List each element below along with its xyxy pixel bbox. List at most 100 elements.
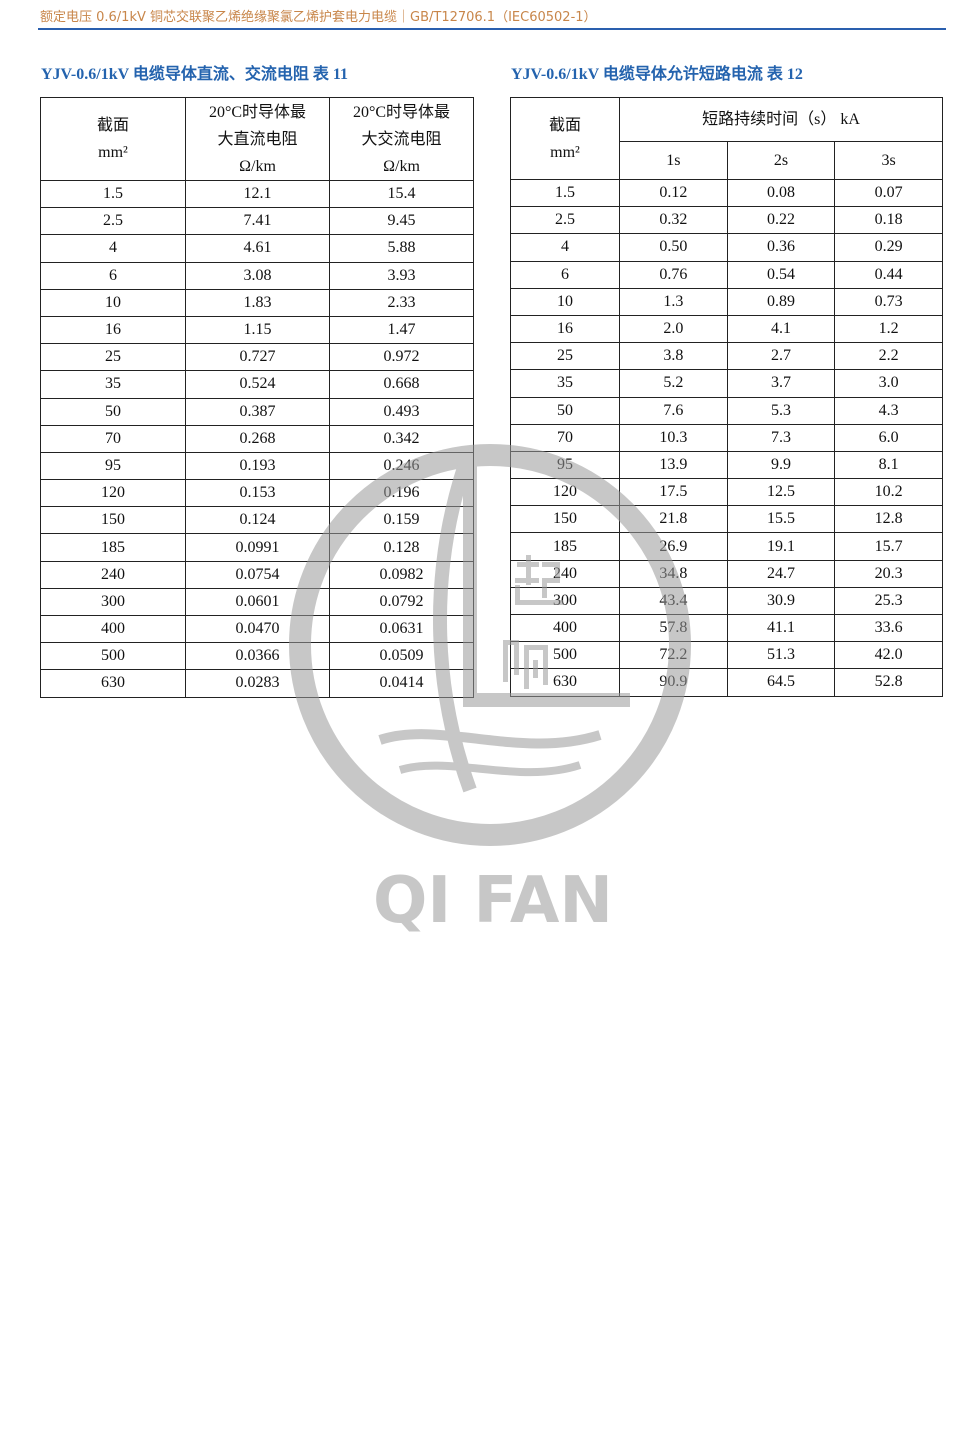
table-cell: 0.124 <box>185 506 330 535</box>
table-row: 70 0.268 0.342 <box>40 424 474 453</box>
table-cell: 150 <box>40 506 186 535</box>
col-section-unit: mm² <box>98 144 128 161</box>
table-cell: 90.9 <box>619 668 728 697</box>
table-cell: 0.196 <box>329 479 474 508</box>
header-text: 额定电压 0.6/1kV 铜芯交联聚乙烯绝缘聚氯乙烯护套电力电缆｜GB/T127… <box>40 10 597 25</box>
col-dc-resistance: 20°C时导体最 大直流电阻 Ω/km <box>185 97 330 181</box>
resistance-table: 截面 mm² 20°C时导体最 大直流电阻 Ω/km 20°C时导体最 大交流电阻 Ω/k… <box>40 97 474 698</box>
table-cell: 50 <box>510 396 620 425</box>
table-cell: 6 <box>40 261 186 290</box>
table-cell: 0.22 <box>726 206 836 235</box>
table-row: 300 43.4 30.9 25.3 <box>510 586 943 616</box>
table-cell: 0.0283 <box>185 669 330 698</box>
table-cell: 500 <box>40 642 186 671</box>
table-row: 1.5 0.12 0.08 0.07 <box>510 178 943 208</box>
table-cell: 15.7 <box>834 532 943 561</box>
table-cell: 0.12 <box>619 178 728 208</box>
table-cell: 95 <box>510 450 620 480</box>
short-circuit-table: 截面 mm² 短路持续时间（s） kA 1s 2s 3s 1.5 0.12 0.08 0… <box>510 97 943 697</box>
table-cell: 0.18 <box>834 206 943 235</box>
table-cell: 15.4 <box>329 179 474 209</box>
table-cell: 26.9 <box>619 532 728 561</box>
table-row: 630 90.9 64.5 52.8 <box>510 668 943 697</box>
table-cell: 25 <box>510 342 620 371</box>
table-row: 50 0.387 0.493 <box>40 397 474 426</box>
table-cell: 0.128 <box>329 533 474 562</box>
table-row: 120 17.5 12.5 10.2 <box>510 478 943 507</box>
table-cell: 5.88 <box>329 234 474 263</box>
header-rule <box>38 28 946 30</box>
table-cell: 1.5 <box>40 179 186 209</box>
table-cell: 1.2 <box>834 314 943 344</box>
table-row: 50 7.6 5.3 4.3 <box>510 396 943 425</box>
table-cell: 0.0754 <box>185 560 330 589</box>
table-row: 25 3.8 2.7 2.2 <box>510 342 943 371</box>
table-row: 400 57.8 41.1 33.6 <box>510 613 943 643</box>
col-1s: 1s <box>619 141 728 180</box>
table-row: 95 0.193 0.246 <box>40 451 474 481</box>
table-cell: 21.8 <box>619 505 728 534</box>
table-cell: 6.0 <box>834 423 943 452</box>
table-cell: 0.0631 <box>329 614 474 644</box>
table-cell: 185 <box>510 532 620 561</box>
table-cell: 4.61 <box>185 234 330 263</box>
table-cell: 70 <box>40 424 186 453</box>
table-cell: 1.5 <box>510 178 620 208</box>
table-cell: 0.0991 <box>185 533 330 562</box>
table-cell: 0.36 <box>726 233 836 262</box>
table-cell: 0.972 <box>329 343 474 372</box>
table-cell: 9.45 <box>329 207 474 236</box>
table-cell: 0.07 <box>834 178 943 208</box>
table-row: 240 0.0754 0.0982 <box>40 560 474 589</box>
table-cell: 35 <box>510 369 620 398</box>
table-row: 4 0.50 0.36 0.29 <box>510 233 943 262</box>
table-cell: 25 <box>40 343 186 372</box>
table-cell: 500 <box>510 641 620 670</box>
table-cell: 0.0601 <box>185 587 330 617</box>
table-cell: 0.50 <box>619 233 728 262</box>
table-cell: 3.7 <box>726 369 836 398</box>
col-section-unit: mm² <box>550 143 580 161</box>
table-row: 10 1.83 2.33 <box>40 288 474 317</box>
table-cell: 64.5 <box>726 668 836 697</box>
table-cell: 4 <box>510 233 620 262</box>
table-cell: 70 <box>510 423 620 452</box>
table-cell: 16 <box>510 314 620 344</box>
table-cell: 0.268 <box>185 424 330 453</box>
table-cell: 2.0 <box>619 314 728 344</box>
table-cell: 0.08 <box>726 178 836 208</box>
col-group-duration: 短路持续时间（s） kA <box>619 97 943 142</box>
col-ac-resistance: 20°C时导体最 大交流电阻 Ω/km <box>329 97 474 181</box>
table12-title: YJV-0.6/1kV 电缆导体允许短路电流 表 12 <box>511 66 803 83</box>
table-cell: 10 <box>40 288 186 317</box>
table-cell: 33.6 <box>834 613 943 643</box>
table-cell: 30.9 <box>726 586 836 616</box>
table-cell: 6 <box>510 260 620 289</box>
table-cell: 19.1 <box>726 532 836 561</box>
col-3s: 3s <box>834 141 943 180</box>
table-row: 150 0.124 0.159 <box>40 506 474 535</box>
table-row: 185 0.0991 0.128 <box>40 533 474 562</box>
table-row: 240 34.8 24.7 20.3 <box>510 559 943 588</box>
table-cell: 0.668 <box>329 370 474 399</box>
col-dc-unit: Ω/km <box>239 157 276 175</box>
table-cell: 4.1 <box>726 314 836 344</box>
col-section: 截面 mm² <box>40 97 186 181</box>
table-row: 300 0.0601 0.0792 <box>40 587 474 617</box>
table-row: 120 0.153 0.196 <box>40 479 474 508</box>
table-cell: 0.153 <box>185 479 330 508</box>
table-cell: 12.1 <box>185 179 330 209</box>
table-cell: 16 <box>40 315 186 345</box>
table-cell: 0.0366 <box>185 642 330 671</box>
table-cell: 3.8 <box>619 342 728 371</box>
table-row: 500 0.0366 0.0509 <box>40 642 474 671</box>
table-row: 16 1.15 1.47 <box>40 315 474 345</box>
table-cell: 150 <box>510 505 620 534</box>
table-row: 6 3.08 3.93 <box>40 261 474 290</box>
table-cell: 0.0982 <box>329 560 474 589</box>
col-ac-line1: 20°C时导体最 <box>352 103 451 121</box>
table-cell: 20.3 <box>834 559 943 588</box>
col-section-label: 截面 <box>96 117 129 134</box>
table-cell: 1.47 <box>329 315 474 345</box>
table-cell: 0.0470 <box>185 614 330 644</box>
